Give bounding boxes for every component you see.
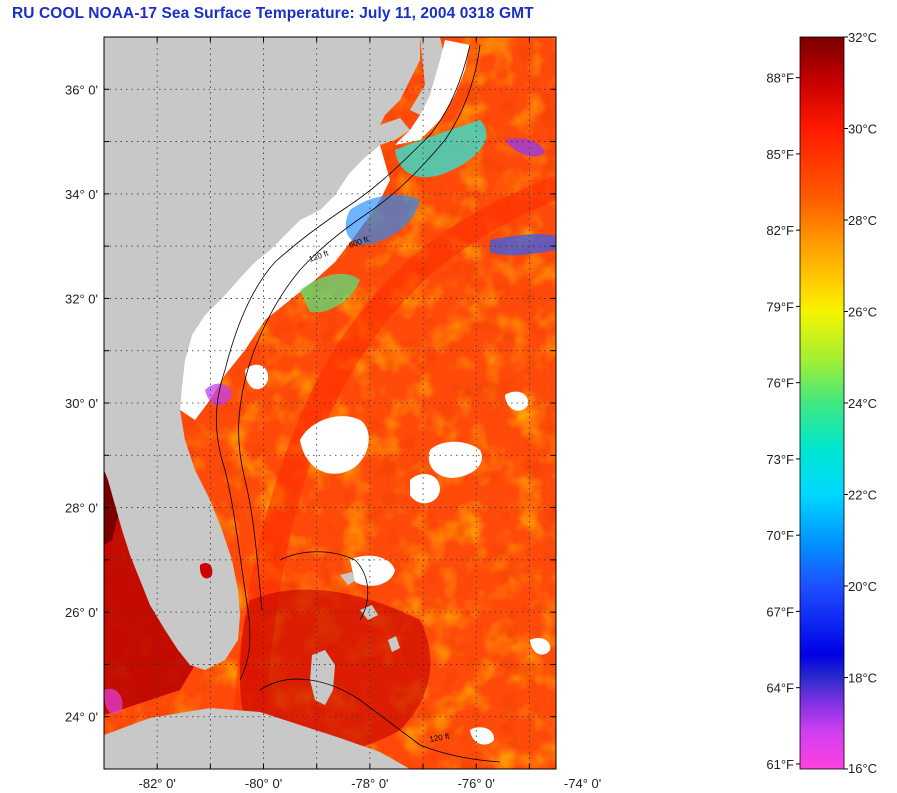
latitude-label: 36° 0' [65, 82, 98, 97]
cloud-patch-2 [428, 441, 482, 478]
latitude-label: 28° 0' [65, 501, 98, 516]
longitude-label: -82° 0' [139, 776, 176, 791]
coastal-cloud-mask-north [395, 40, 470, 145]
colorbar-label-celsius: 26°C [848, 305, 877, 320]
colorbar-celsius-labels: 32°C 30°C 28°C 26°C 24°C 22°C 20°C 18°C 16°C [848, 30, 877, 776]
longitude-label: -78° 0' [351, 776, 388, 791]
latitude-label: 34° 0' [65, 187, 98, 202]
lake-okeechobee [199, 563, 213, 579]
colorbar-label-fahrenheit: 70°F [766, 528, 794, 543]
cloud-patch-7 [530, 638, 551, 655]
map-grid [104, 37, 556, 769]
colorbar-label-celsius: 28°C [848, 213, 877, 228]
colorbar-label-celsius: 30°C [848, 122, 877, 137]
latitude-label: 30° 0' [65, 396, 98, 411]
colorbar-fahrenheit-labels: 88°F 85°F 82°F 79°F 76°F 73°F 70°F 67°F 64°F 61°F [766, 71, 794, 772]
cloud-patch-3 [410, 474, 440, 504]
cool-fringe-gulf [104, 688, 123, 714]
cool-fringe-north-purple [505, 138, 545, 157]
cool-fringe-mid [345, 194, 420, 245]
colorbar-label-fahrenheit: 76°F [766, 376, 794, 391]
colorbar-label-fahrenheit: 82°F [766, 223, 794, 238]
colorbar-ticks [796, 36, 848, 770]
longitude-label: -80° 0' [245, 776, 282, 791]
sst-map: 120 ft 600 ft 120 ft 36° 0'34° 0'32° 0'3… [65, 36, 602, 791]
longitude-label: -76° 0' [458, 776, 495, 791]
colorbar-fill [799, 36, 845, 770]
colorbar-label-fahrenheit: 67°F [766, 604, 794, 619]
land-us-southeast [104, 37, 420, 670]
colorbar-label-fahrenheit: 88°F [766, 71, 794, 86]
latitude-labels: 36° 0' 34° 0' 32° 0' 30° 0' 28° 0' 26° 0' 24° … [65, 82, 98, 724]
cool-fringe-mid-green [300, 273, 360, 313]
contour-label-120ft-south: 120 ft [429, 731, 451, 743]
land-outer-banks [410, 37, 445, 115]
colorbar-label-celsius: 16°C [848, 761, 877, 776]
bahamas-warm-water [239, 589, 431, 754]
colorbar-label-fahrenheit: 73°F [766, 452, 794, 467]
cloud-patch-1 [300, 416, 369, 474]
colorbar-label-celsius: 24°C [848, 396, 877, 411]
colorbar-label-fahrenheit: 79°F [766, 299, 794, 314]
colorbar-label-fahrenheit: 64°F [766, 681, 794, 696]
colorbar-label-celsius: 22°C [848, 488, 877, 503]
colorbar: 32°C 30°C 28°C 26°C 24°C 22°C 20°C 18°C 16°C 88°… [766, 30, 877, 776]
cloud-patch-4 [505, 391, 529, 411]
land-cuba [104, 708, 410, 769]
longitude-labels: -82° 0' -80° 0' -78° 0' -76° 0' -74° 0' [139, 776, 602, 791]
cloud-patch-5 [245, 364, 269, 390]
page-title: RU COOL NOAA-17 Sea Surface Temperature:… [12, 5, 534, 22]
map-ticks [103, 36, 556, 770]
colorbar-label-celsius: 20°C [848, 579, 877, 594]
cloud-patch-8 [470, 727, 495, 745]
colorbar-label-celsius: 18°C [848, 671, 877, 686]
colorbar-label-fahrenheit: 85°F [766, 147, 794, 162]
land-bahamas-1 [340, 572, 356, 585]
colorbar-label-fahrenheit: 61°F [766, 757, 794, 772]
colorbar-label-celsius: 32°C [848, 30, 877, 45]
latitude-label: 26° 0' [65, 605, 98, 620]
latitude-label: 32° 0' [65, 291, 98, 306]
longitude-label: -74° 0' [564, 776, 601, 791]
land-bahamas-3 [388, 636, 400, 652]
cool-fringe-east [490, 234, 556, 256]
land-andros [310, 650, 335, 705]
cloud-patch-6 [350, 555, 395, 586]
cool-fringe-north [395, 120, 487, 178]
latitude-label: 24° 0' [65, 710, 98, 725]
